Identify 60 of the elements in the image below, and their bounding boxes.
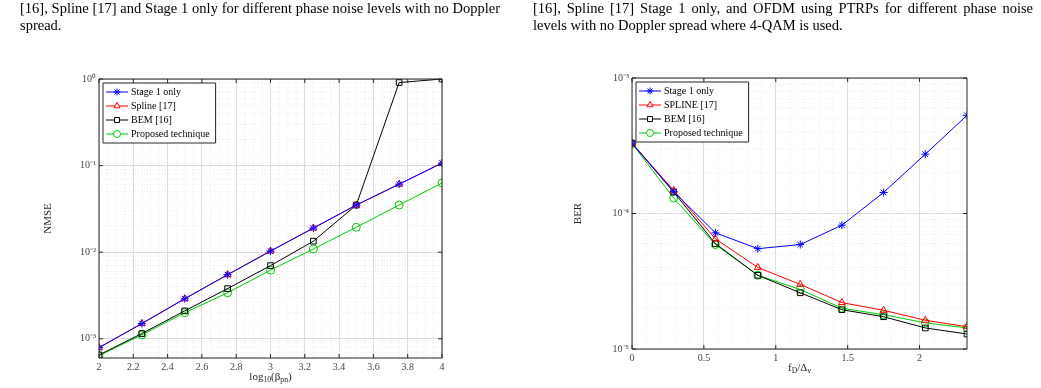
x-tick-label: 3.4 <box>332 360 346 372</box>
legend-label: Proposed technique <box>131 127 211 139</box>
x-tick-label: 2 <box>96 360 102 372</box>
point <box>308 244 318 254</box>
point <box>920 149 930 159</box>
point <box>879 187 889 197</box>
point <box>310 237 317 245</box>
point <box>921 315 930 323</box>
point <box>224 285 231 292</box>
y-tick-label: 10⁻² <box>80 245 96 257</box>
x-tick-label: 2.6 <box>195 360 209 372</box>
point <box>795 240 805 250</box>
y-tick-label: 10⁻³ <box>613 71 629 83</box>
legend-label: Spline [17] <box>131 99 176 111</box>
y-axis-title: BER <box>570 202 583 225</box>
y-tick-label: 10⁻⁴ <box>612 207 630 219</box>
point <box>223 288 233 298</box>
legend-label: SPLINE [17] <box>664 98 718 110</box>
point <box>879 305 888 313</box>
legend-label: Stage 1 only <box>131 85 181 97</box>
text: [16], Spline [17] Stage 1 only, and OFDM using PTRPs for different phase noise levels with no Doppler spread where 4-QAM is used. <box>533 0 1033 34</box>
y-tick-label: 10⁻¹ <box>80 159 96 171</box>
point <box>266 265 275 275</box>
x-tick-label: 1.5 <box>841 351 854 363</box>
x-tick-label: 3 <box>268 360 273 372</box>
x-tick-label: 0.5 <box>697 351 711 363</box>
legend-label: Stage 1 only <box>664 84 714 96</box>
y-tick-label: 10⁻⁵ <box>612 342 629 354</box>
point <box>796 289 804 297</box>
x-tick-label: 2.8 <box>229 360 243 372</box>
point <box>920 318 930 328</box>
x-tick-label: 2 <box>917 351 923 363</box>
point <box>711 234 720 242</box>
point <box>267 262 274 269</box>
x-tick-label: 0 <box>629 351 635 363</box>
legend-label: Proposed technique <box>664 126 744 138</box>
y-tick-label: 10⁰ <box>82 72 96 84</box>
point <box>837 220 847 230</box>
text: [16], Spline [17] and Stage 1 only for different phase noise levels with no Doppler spread. <box>20 0 500 34</box>
x-tick-label: 2.2 <box>127 360 140 372</box>
point <box>921 324 929 332</box>
point <box>753 262 762 270</box>
legend-label: BEM [16] <box>664 112 705 124</box>
x-tick-label: 3.2 <box>298 360 312 372</box>
point <box>837 298 846 306</box>
point <box>753 244 763 254</box>
point <box>795 284 805 294</box>
x-tick-label: 3.6 <box>367 360 380 372</box>
point <box>796 279 805 287</box>
point <box>394 200 404 210</box>
x-tick-label: 4 <box>439 360 445 372</box>
x-tick-label: 2.4 <box>161 360 174 372</box>
point <box>351 222 361 232</box>
x-tick-label: 3.8 <box>401 360 414 372</box>
point <box>395 79 403 86</box>
y-axis-title: NMSE <box>40 202 53 234</box>
legend-label: BEM [16] <box>131 113 172 125</box>
y-tick-label: 10⁻³ <box>80 332 96 344</box>
x-tick-label: 1 <box>773 351 779 363</box>
point <box>710 228 720 238</box>
